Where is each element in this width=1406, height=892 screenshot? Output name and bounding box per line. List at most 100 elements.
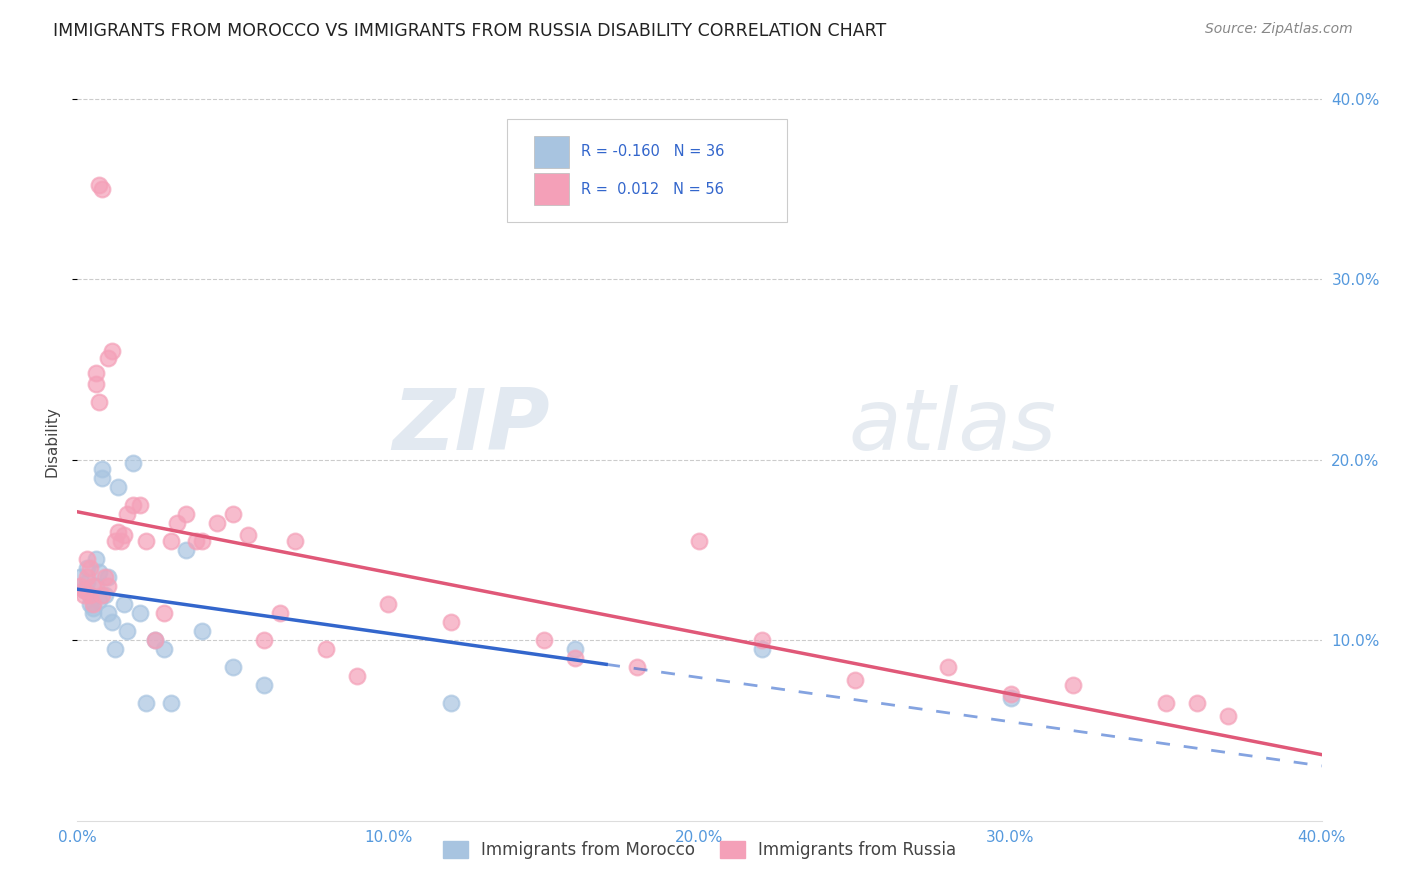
Point (104, 642, 127, 657)
Point (439, 615, 461, 629)
Point (174, 507, 197, 521)
Point (84, 366, 107, 380)
Point (184, 533, 207, 548)
Point (190, 533, 214, 548)
FancyBboxPatch shape (506, 120, 786, 221)
Point (112, 528, 135, 542)
Point (439, 696, 461, 710)
Point (1218, 709, 1240, 723)
Point (128, 498, 150, 512)
Point (115, 507, 138, 521)
Point (107, 524, 129, 539)
Point (1000, 687, 1022, 701)
Point (315, 642, 337, 657)
Point (153, 642, 176, 657)
Point (564, 651, 586, 665)
Point (128, 606, 150, 620)
Point (72, 582, 94, 597)
Point (97, 606, 120, 620)
Point (79, 588, 101, 602)
Bar (534, 136, 569, 168)
Point (87, 178, 110, 193)
Point (107, 480, 129, 494)
Point (91, 461, 114, 475)
Point (122, 456, 145, 470)
Point (143, 633, 166, 648)
Point (82, 597, 104, 611)
Point (82, 606, 104, 620)
Point (79, 597, 101, 611)
Point (166, 516, 188, 530)
Point (222, 507, 245, 521)
Point (346, 669, 368, 683)
Point (1062, 678, 1084, 692)
Point (115, 624, 138, 639)
Point (94, 588, 117, 602)
Point (844, 673, 866, 687)
Point (190, 624, 214, 639)
Point (1185, 696, 1208, 710)
Point (69, 570, 91, 584)
Text: IMMIGRANTS FROM MOROCCO VS IMMIGRANTS FROM RUSSIA DISABILITY CORRELATION CHART: IMMIGRANTS FROM MOROCCO VS IMMIGRANTS FR… (53, 22, 887, 40)
Bar (534, 173, 569, 205)
Point (79, 588, 101, 602)
Point (94, 570, 117, 584)
Point (97, 570, 120, 584)
Point (135, 696, 157, 710)
Point (76, 552, 98, 566)
Point (84, 376, 107, 391)
Point (82, 579, 104, 593)
Point (110, 533, 132, 548)
Point (377, 597, 399, 611)
Point (76, 575, 98, 590)
Point (97, 579, 120, 593)
Point (238, 528, 260, 542)
Point (87, 565, 110, 579)
Point (253, 633, 276, 648)
Text: R =  0.012   N = 56: R = 0.012 N = 56 (581, 182, 724, 196)
Point (72, 582, 94, 597)
Text: R = -0.160   N = 36: R = -0.160 N = 36 (581, 145, 724, 160)
Text: Source: ZipAtlas.com: Source: ZipAtlas.com (1205, 22, 1353, 37)
Point (100, 615, 122, 629)
Point (76, 561, 98, 575)
Point (533, 633, 555, 648)
Point (72, 588, 94, 602)
Point (159, 533, 181, 548)
Point (87, 593, 110, 607)
Point (84, 579, 107, 593)
Point (1000, 690, 1022, 705)
Point (79, 561, 101, 575)
Point (751, 633, 773, 648)
Point (91, 588, 114, 602)
Point (222, 660, 245, 674)
Point (82, 600, 104, 615)
Point (143, 633, 166, 648)
Point (104, 533, 127, 548)
Point (112, 597, 135, 611)
Point (135, 533, 157, 548)
Point (626, 660, 648, 674)
Point (76, 570, 98, 584)
Point (269, 606, 291, 620)
Point (100, 344, 122, 359)
Point (91, 470, 114, 484)
Point (69, 579, 91, 593)
Point (284, 533, 307, 548)
Text: ZIP: ZIP (392, 384, 550, 468)
Point (936, 660, 959, 674)
Point (84, 552, 107, 566)
Point (91, 182, 114, 196)
Point (174, 542, 197, 557)
Legend: Immigrants from Morocco, Immigrants from Russia: Immigrants from Morocco, Immigrants from… (436, 834, 963, 865)
Point (564, 642, 586, 657)
Point (159, 696, 181, 710)
Point (689, 533, 711, 548)
Point (97, 351, 120, 366)
Point (153, 606, 176, 620)
Point (87, 394, 110, 409)
Point (253, 678, 276, 692)
Point (751, 642, 773, 657)
Point (207, 516, 229, 530)
Point (1154, 696, 1177, 710)
